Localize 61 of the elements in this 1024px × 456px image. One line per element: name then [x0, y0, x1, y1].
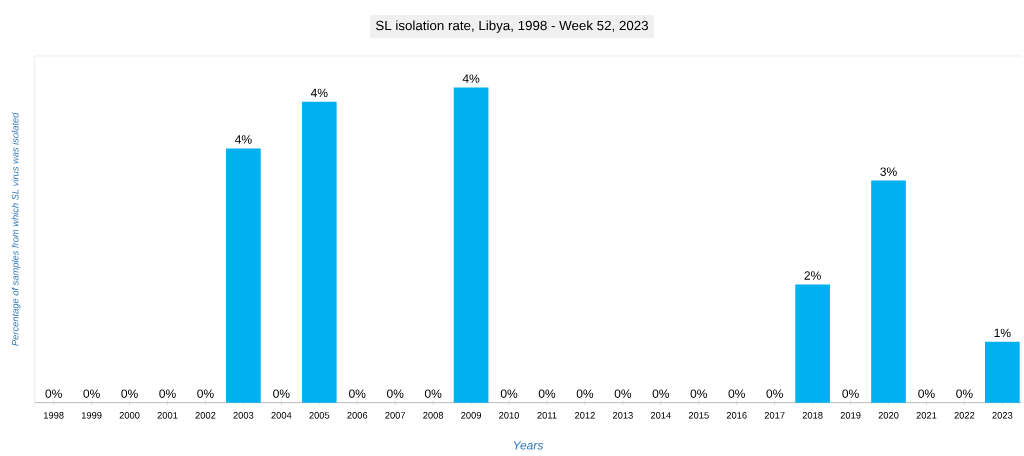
- x-tick-label: 2008: [423, 412, 444, 419]
- data-label: 0%: [956, 389, 973, 398]
- data-label: 0%: [273, 389, 290, 398]
- data-label: 0%: [842, 389, 859, 398]
- x-tick-label: 2014: [650, 412, 671, 419]
- data-label: 0%: [500, 389, 518, 398]
- x-tick-label: 2021: [916, 412, 937, 419]
- data-label: 0%: [386, 389, 404, 398]
- data-label: 0%: [538, 389, 556, 398]
- y-axis-title: Percentage of samples from which SL virus was isolated: [11, 112, 21, 346]
- chart-title: SL isolation rate, Libya, 1998 - Week 52, 2023: [375, 20, 649, 33]
- x-tick-label: 2016: [726, 412, 747, 419]
- data-label: 4%: [462, 74, 480, 83]
- x-tick-label: 2015: [688, 412, 709, 419]
- x-tick-label: 1999: [81, 412, 102, 419]
- data-label: 0%: [652, 389, 670, 398]
- x-tick-label: 2011: [537, 412, 557, 419]
- data-label: 0%: [349, 389, 366, 398]
- bar: [795, 284, 830, 403]
- x-tick-label: 1998: [43, 412, 64, 419]
- data-label: 0%: [159, 389, 176, 398]
- x-tick-label: 2017: [764, 412, 785, 419]
- x-tick-label: 2022: [954, 412, 975, 419]
- x-tick-label: 2018: [802, 412, 823, 419]
- bar: [985, 341, 1020, 403]
- bar: [871, 180, 906, 403]
- x-tick-label: 2019: [840, 412, 861, 419]
- data-label: 0%: [766, 389, 783, 398]
- data-label: 0%: [918, 389, 935, 398]
- bar: [301, 101, 337, 403]
- bar: [453, 87, 489, 403]
- x-tick-label: 2007: [385, 412, 406, 419]
- x-tick-label: 2005: [309, 412, 330, 419]
- data-label: 0%: [690, 389, 708, 398]
- data-label: 0%: [121, 389, 138, 398]
- data-label: 3%: [880, 167, 897, 176]
- x-tick-label: 2010: [499, 412, 520, 419]
- data-label: 0%: [728, 389, 745, 398]
- data-label: 4%: [310, 88, 328, 98]
- x-tick-label: 2012: [575, 412, 595, 419]
- data-label: 0%: [45, 389, 62, 398]
- x-tick-label: 2004: [271, 412, 292, 419]
- x-tick-label: 2006: [347, 412, 368, 419]
- x-tick-label: 2009: [461, 412, 482, 419]
- data-label: 2%: [804, 271, 821, 280]
- data-label: 0%: [614, 389, 632, 398]
- data-label: 0%: [83, 389, 100, 398]
- x-tick-label: 2003: [233, 412, 254, 419]
- data-label: 1%: [994, 328, 1011, 338]
- x-tick-label: 2013: [612, 412, 633, 419]
- data-label: 0%: [197, 389, 214, 398]
- data-label: 4%: [235, 135, 252, 144]
- bar: [226, 148, 261, 403]
- x-tick-label: 2023: [992, 412, 1013, 419]
- x-axis-title: Years: [513, 441, 544, 450]
- x-tick-label: 2001: [157, 412, 178, 419]
- data-label: 0%: [576, 389, 594, 398]
- x-tick-label: 2000: [119, 412, 140, 419]
- x-tick-label: 2002: [195, 412, 216, 419]
- x-tick-label: 2020: [878, 412, 899, 419]
- data-label: 0%: [424, 389, 442, 398]
